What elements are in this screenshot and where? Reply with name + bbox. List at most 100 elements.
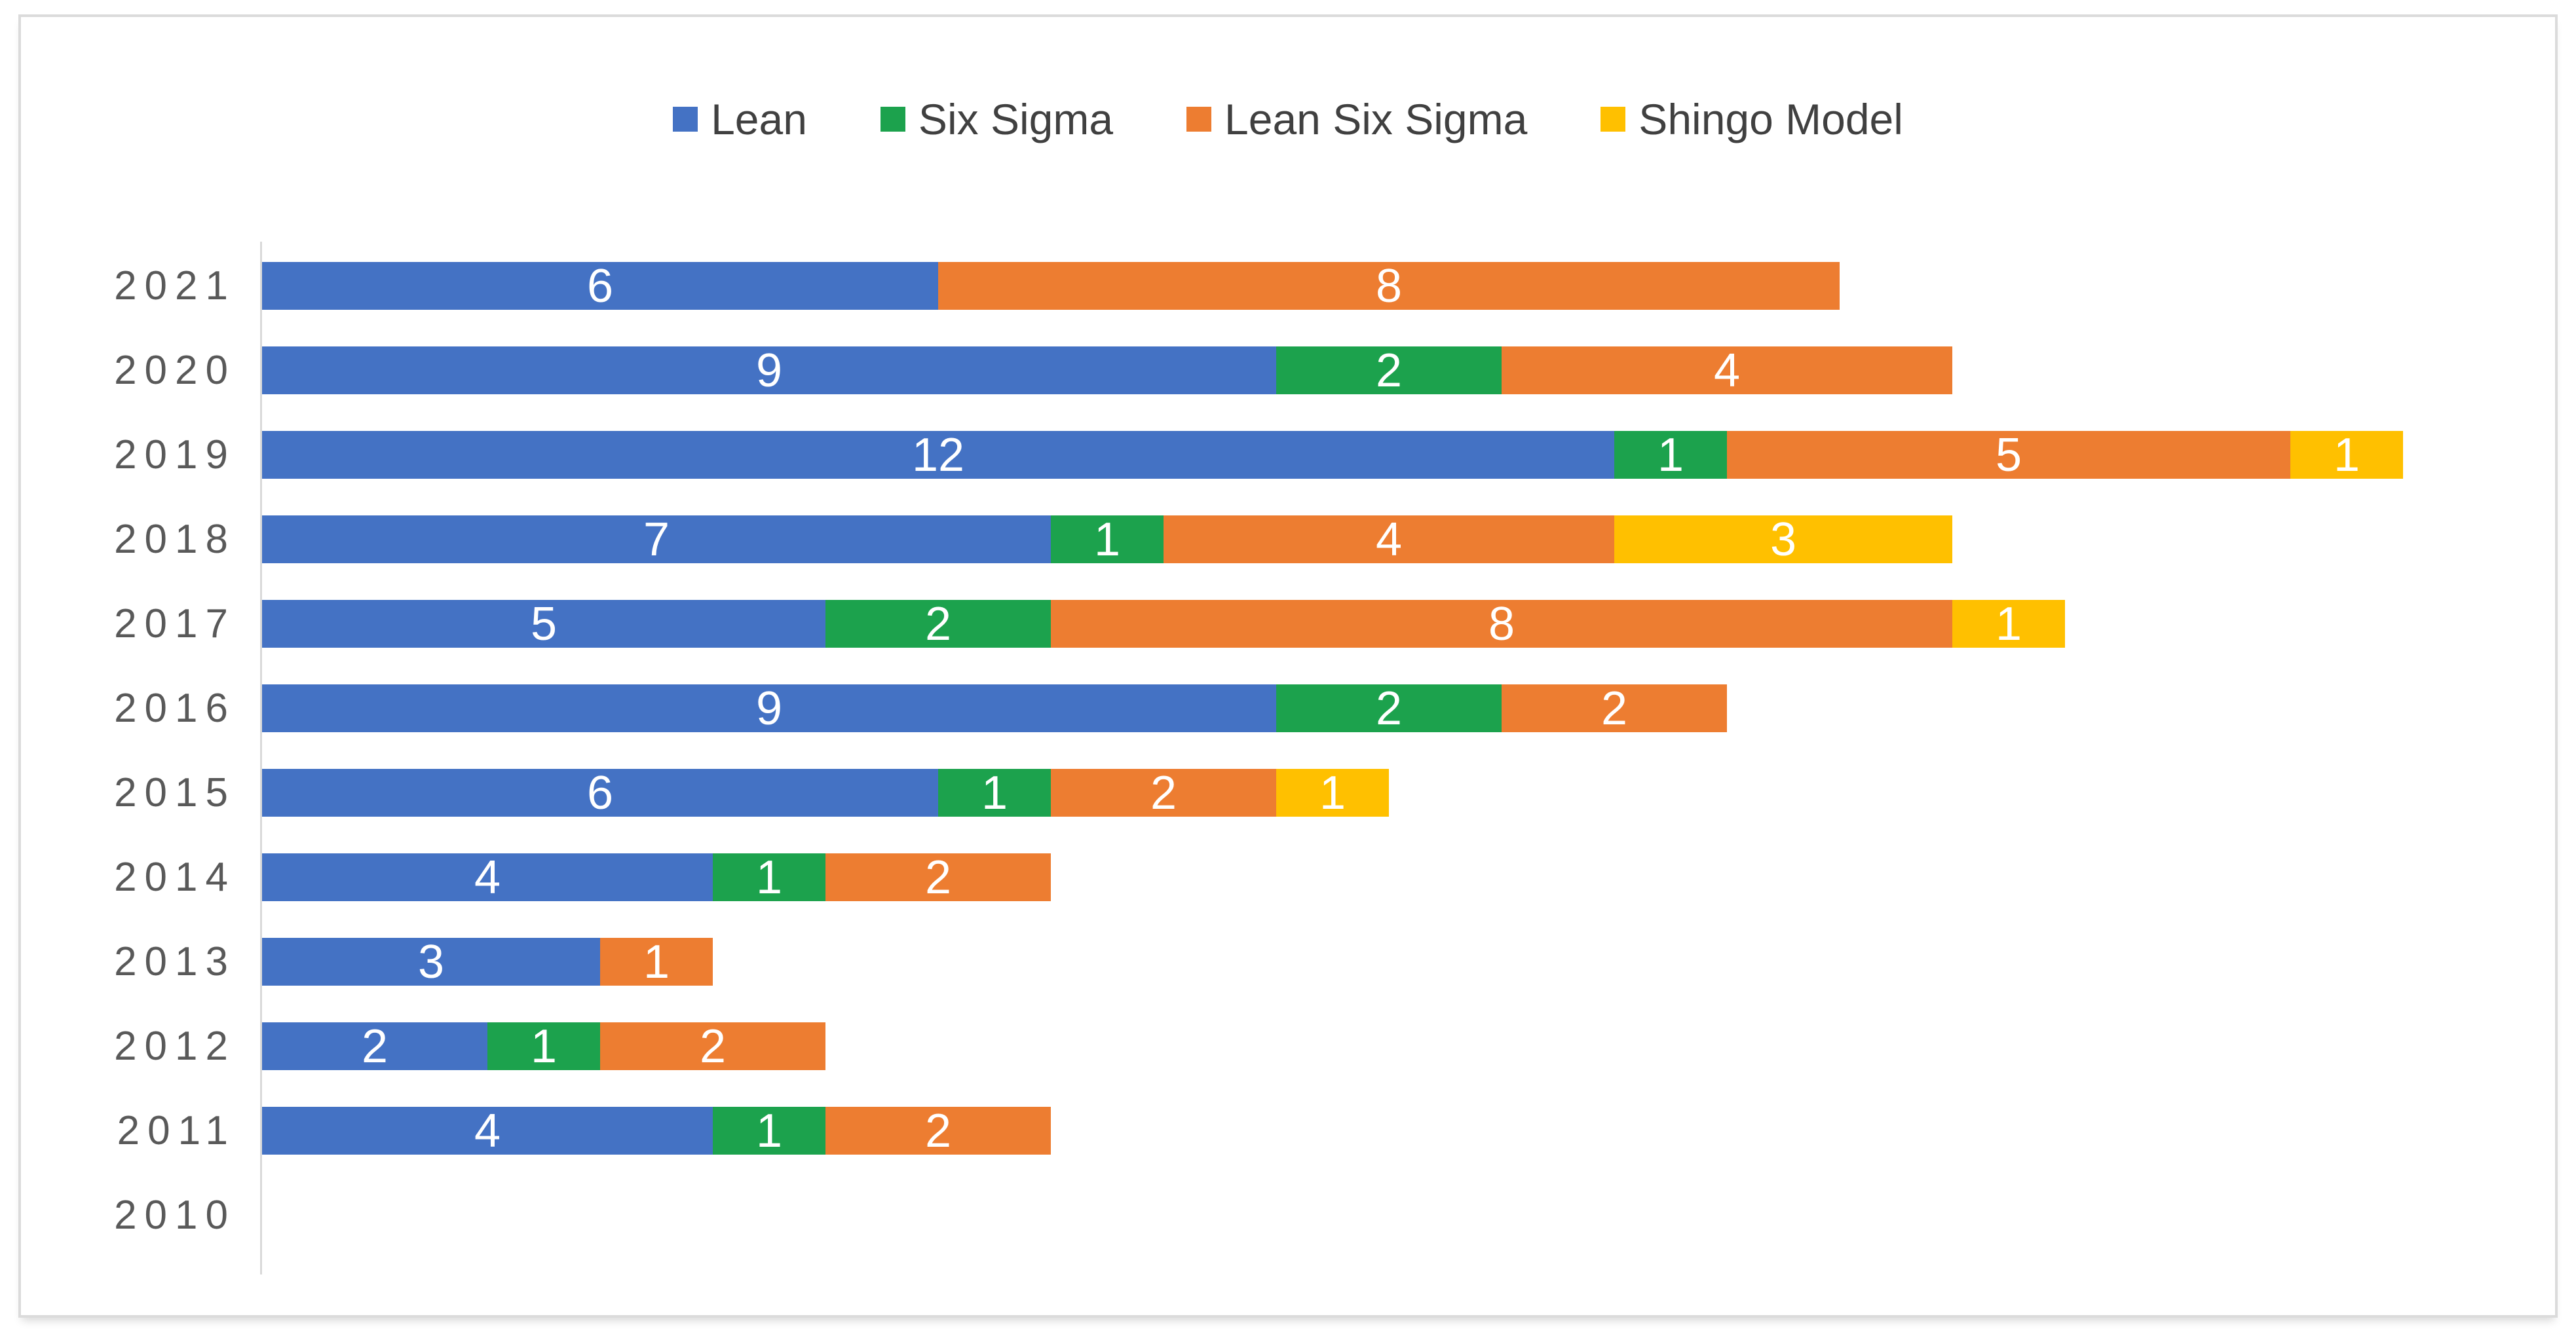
bar-segment-2020-lean: 9 — [262, 346, 1276, 394]
data-label: 1 — [1657, 428, 1684, 481]
data-label: 2 — [1375, 344, 1403, 397]
bar-segment-2013-lean-six-sigma: 1 — [600, 938, 713, 986]
bar-segment-2019-shingo-model: 1 — [2290, 431, 2403, 479]
bar-row-2018: 2018 7 1 4 3 — [114, 515, 1952, 563]
category-label: 2019 — [114, 432, 236, 477]
data-label: 9 — [755, 682, 783, 735]
bar-segment-2017-six-sigma: 2 — [825, 600, 1051, 648]
bar-segment-2013-lean: 3 — [262, 938, 600, 986]
plot-area: 2021 6 8 2020 9 2 4 2019 12 1 5 1 2018 7 1 4 3 2017 5 2 8 1 20… — [114, 242, 2529, 1276]
data-label: 3 — [1770, 513, 1797, 566]
category-label: 2011 — [117, 1108, 236, 1153]
bar-row-2014: 2014 4 1 2 — [114, 851, 1051, 904]
bar-segment-2016-lean-six-sigma: 2 — [1502, 684, 1727, 732]
legend-swatch-icon — [1601, 107, 1626, 132]
data-label: 4 — [474, 1104, 501, 1157]
bar-segment-2011-six-sigma: 1 — [713, 1107, 825, 1155]
bar-row-2012: 2012 2 1 2 — [114, 1020, 825, 1073]
bar-row-2013: 2013 3 1 — [114, 938, 713, 986]
data-label: 1 — [2333, 428, 2360, 481]
data-label: 6 — [586, 259, 614, 312]
data-label: 1 — [755, 1104, 783, 1157]
category-label: 2016 — [114, 686, 236, 731]
data-label: 1 — [643, 935, 670, 988]
data-label: 2 — [699, 1020, 727, 1073]
legend-item-label: Lean Six Sigma — [1224, 95, 1528, 143]
bar-segment-2021-lean-six-sigma: 8 — [938, 262, 1840, 310]
category-label: 2018 — [114, 517, 236, 562]
data-label: 4 — [1713, 344, 1741, 397]
legend-item-shingo-model: Shingo Model — [1601, 94, 1903, 144]
data-label: 3 — [417, 935, 445, 988]
data-label: 12 — [911, 428, 965, 481]
data-label: 2 — [924, 597, 952, 650]
legend: Lean Six Sigma Lean Six Sigma Shingo Model — [21, 94, 2555, 144]
legend-item-lean: Lean — [673, 94, 807, 144]
bar-segment-2016-lean: 9 — [262, 684, 1276, 732]
bar-segment-2015-shingo-model: 1 — [1276, 769, 1389, 817]
legend-item-six-sigma: Six Sigma — [880, 94, 1114, 144]
data-label: 1 — [1319, 766, 1346, 819]
bar-row-2020: 2020 9 2 4 — [114, 346, 1952, 394]
bar-segment-2019-six-sigma: 1 — [1614, 431, 1727, 479]
bar-segment-2011-lean: 4 — [262, 1107, 713, 1155]
legend-swatch-icon — [880, 107, 905, 132]
bar-segment-2012-lean: 2 — [262, 1022, 487, 1070]
data-label: 2 — [1375, 682, 1403, 735]
data-label: 2 — [361, 1020, 388, 1073]
bar-segment-2015-lean-six-sigma: 2 — [1051, 769, 1276, 817]
bar-row-2011: 2011 4 1 2 — [117, 1104, 1051, 1157]
data-label: 1 — [1995, 597, 2022, 650]
bar-row-2017: 2017 5 2 8 1 — [114, 600, 2065, 648]
chart-frame: Lean Six Sigma Lean Six Sigma Shingo Model … — [18, 14, 2558, 1318]
bar-segment-2018-lean-six-sigma: 4 — [1164, 515, 1614, 563]
bar-segment-2019-lean: 12 — [262, 431, 1614, 479]
category-label: 2012 — [114, 1024, 236, 1069]
bar-segment-2019-lean-six-sigma: 5 — [1727, 431, 2290, 479]
bar-row-2021: 2021 6 8 — [114, 259, 1840, 312]
bar-segment-2016-six-sigma: 2 — [1276, 684, 1502, 732]
data-label: 1 — [981, 766, 1008, 819]
legend-item-label: Shingo Model — [1638, 95, 1903, 143]
bar-segment-2017-shingo-model: 1 — [1952, 600, 2065, 648]
legend-item-label: Lean — [711, 95, 807, 143]
data-label: 6 — [586, 766, 614, 819]
bar-segment-2014-lean-six-sigma: 2 — [825, 853, 1051, 901]
bar-segment-2017-lean: 5 — [262, 600, 825, 648]
legend-swatch-icon — [673, 107, 698, 132]
category-label: 2020 — [114, 348, 236, 393]
bar-segment-2018-lean: 7 — [262, 515, 1051, 563]
data-label: 2 — [924, 851, 952, 904]
data-label: 2 — [1150, 766, 1177, 819]
data-label: 5 — [1995, 428, 2022, 481]
data-label: 2 — [1601, 682, 1628, 735]
data-label: 5 — [530, 597, 558, 650]
legend-swatch-icon — [1186, 107, 1212, 132]
bar-segment-2017-lean-six-sigma: 8 — [1051, 600, 1952, 648]
bar-segment-2020-lean-six-sigma: 4 — [1502, 346, 1952, 394]
bar-segment-2015-lean: 6 — [262, 769, 938, 817]
data-label: 7 — [643, 513, 670, 566]
data-label: 4 — [1375, 513, 1403, 566]
bar-segment-2020-six-sigma: 2 — [1276, 346, 1502, 394]
data-label: 9 — [755, 344, 783, 397]
data-label: 4 — [474, 851, 501, 904]
bar-segment-2018-six-sigma: 1 — [1051, 515, 1164, 563]
data-label: 8 — [1488, 597, 1515, 650]
bar-row-2019: 2019 12 1 5 1 — [114, 431, 2403, 479]
legend-item-label: Six Sigma — [918, 95, 1114, 143]
category-label: 2013 — [114, 939, 236, 984]
category-label: 2021 — [114, 263, 236, 308]
bar-row-2016: 2016 9 2 2 — [114, 684, 1727, 732]
category-label: 2014 — [114, 855, 236, 900]
data-label: 1 — [530, 1020, 558, 1073]
bar-segment-2015-six-sigma: 1 — [938, 769, 1051, 817]
bar-segment-2014-six-sigma: 1 — [713, 853, 825, 901]
data-label: 2 — [924, 1104, 952, 1157]
legend-item-lean-six-sigma: Lean Six Sigma — [1186, 94, 1527, 144]
category-label: 2010 — [114, 1193, 236, 1238]
data-label: 8 — [1375, 259, 1403, 312]
bar-row-2015: 2015 6 1 2 1 — [114, 769, 1389, 817]
bar-segment-2018-shingo-model: 3 — [1614, 515, 1952, 563]
